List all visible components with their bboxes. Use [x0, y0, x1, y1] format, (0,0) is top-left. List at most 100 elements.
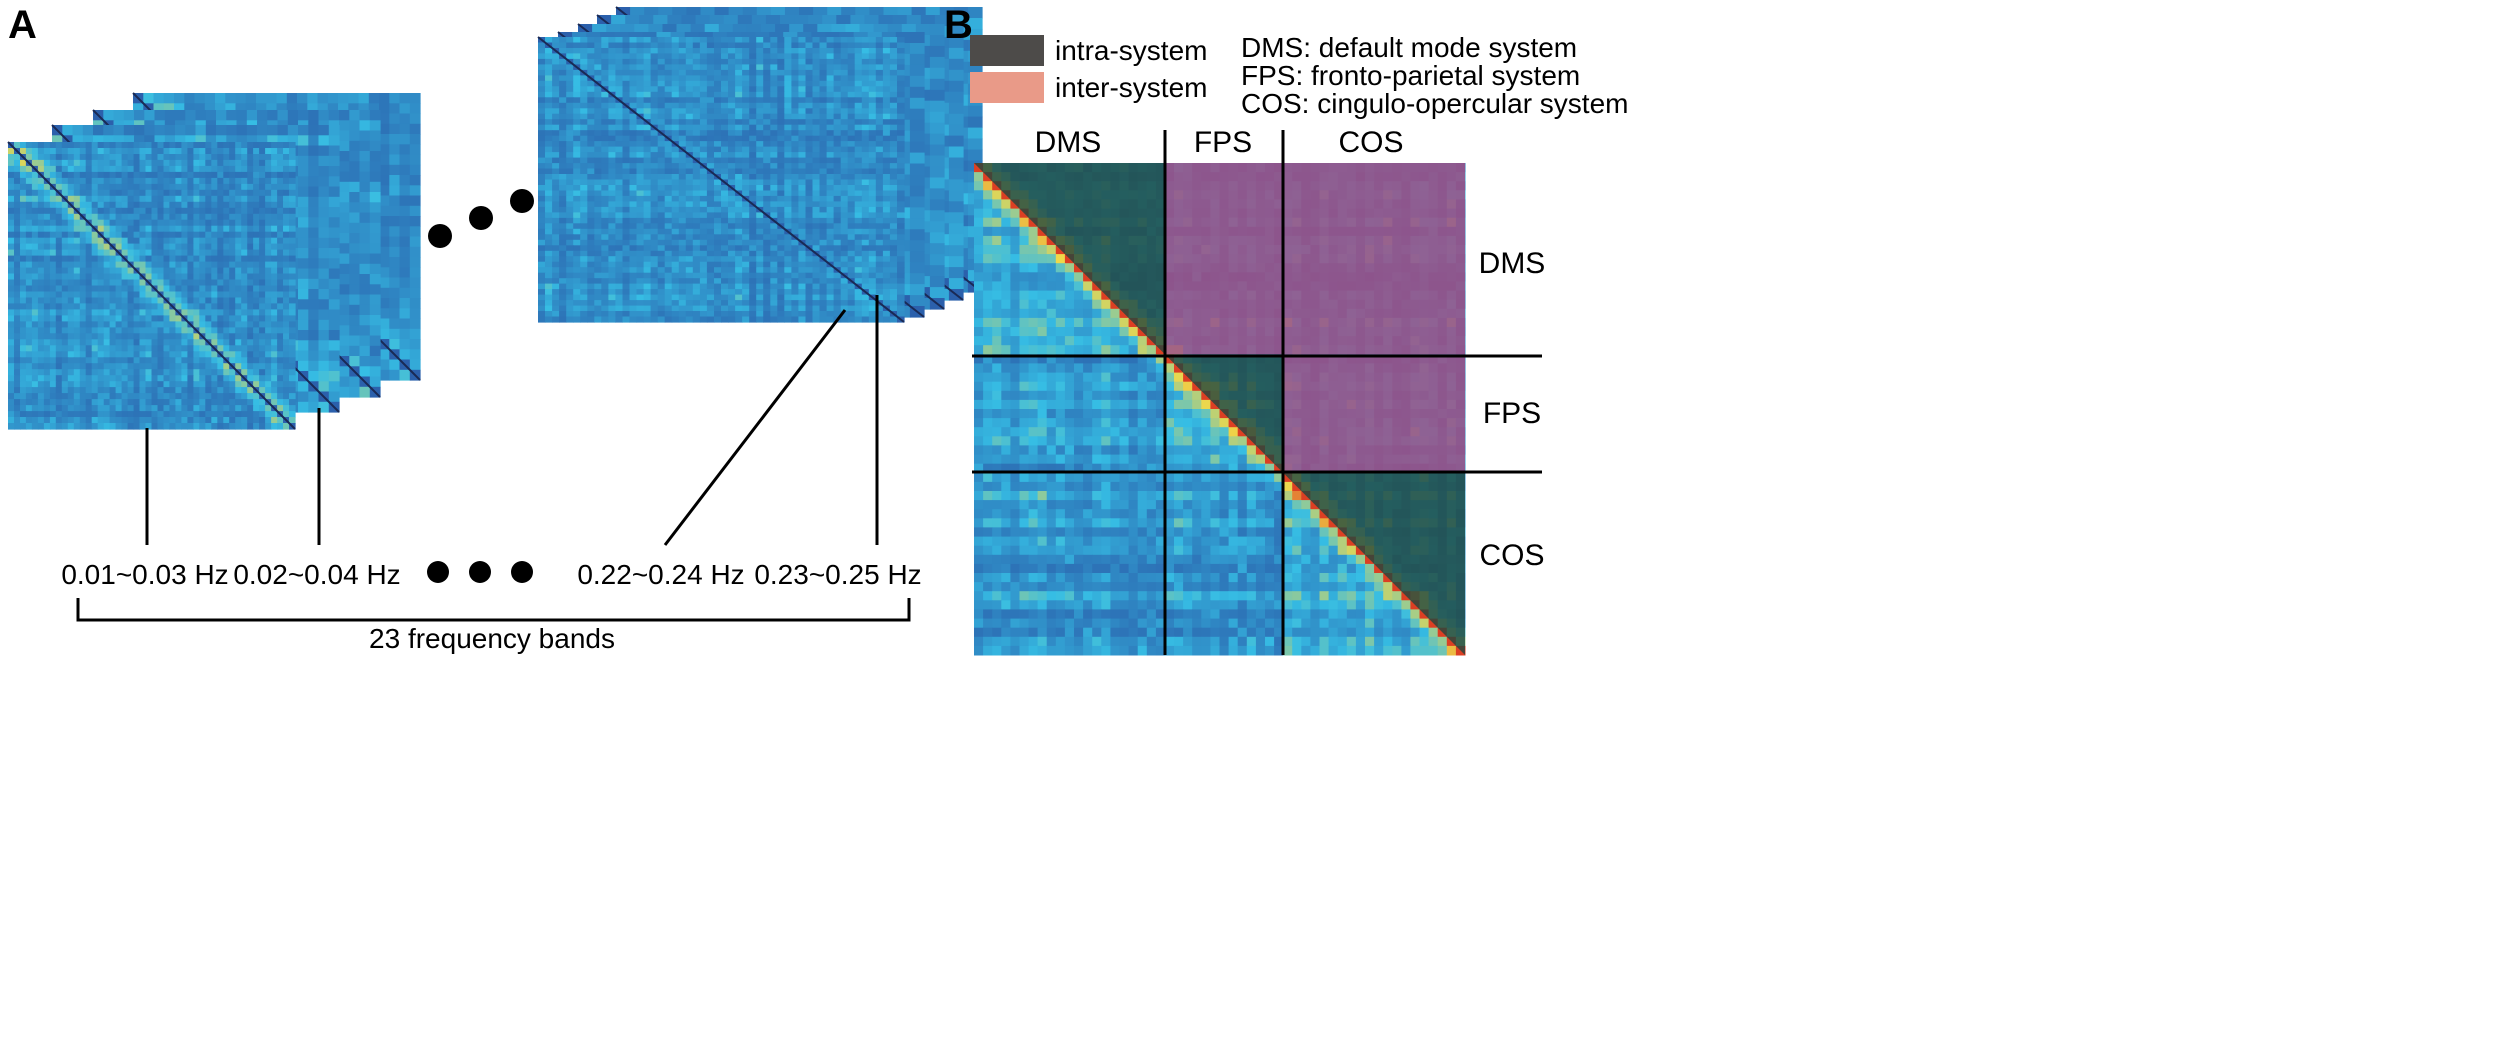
matrix-cell — [1019, 226, 1030, 237]
matrix-cell — [1174, 445, 1184, 455]
matrix-cell — [1164, 573, 1175, 583]
matrix-cell — [1274, 618, 1284, 629]
legend-label-intra: intra-system — [1055, 35, 1207, 66]
matrix-cell — [1028, 618, 1039, 629]
matrix-cell — [1055, 308, 1066, 319]
matrix-cell — [983, 399, 993, 410]
matrix-cell — [1374, 591, 1384, 601]
matrix-cell — [1183, 427, 1193, 437]
matrix-cell — [1046, 390, 1057, 401]
matrix-cell — [1383, 591, 1393, 601]
matrix-cell — [1001, 545, 1011, 556]
matrix-cell — [1037, 582, 1048, 592]
matrix-cell — [1092, 472, 1102, 483]
matrix-cell — [974, 354, 984, 364]
matrix-cell — [1437, 627, 1448, 638]
matrix-cell — [1201, 527, 1211, 537]
matrix-cell — [1137, 336, 1148, 346]
matrix-cell — [1319, 645, 1330, 656]
matrix-cell — [1183, 518, 1193, 528]
matrix-cell — [1001, 254, 1011, 264]
row-label-dms: DMS — [1479, 247, 1546, 280]
matrix-cell — [1046, 636, 1057, 647]
legend-swatch-inter — [970, 72, 1044, 103]
matrix-cell — [1255, 636, 1266, 647]
matrix-cell — [1346, 582, 1357, 592]
matrix-cell — [1155, 518, 1166, 528]
matrix-cell — [1037, 245, 1048, 255]
matrix-cell — [1228, 573, 1239, 583]
matrix-cell — [1265, 481, 1275, 492]
matrix-cell — [1274, 527, 1284, 537]
matrix-cell — [1174, 636, 1184, 647]
matrix-cell — [1392, 591, 1402, 601]
matrix-cell — [1055, 454, 1066, 465]
row-label-cos: COS — [1479, 539, 1544, 572]
matrix-cell — [1083, 345, 1093, 355]
matrix-cell — [1274, 636, 1284, 647]
matrix-cell — [1083, 363, 1093, 373]
matrix-cell — [1310, 618, 1320, 629]
matrix-cell — [1292, 573, 1302, 583]
matrix-cell — [1064, 418, 1075, 428]
matrix-cell — [1192, 491, 1202, 501]
matrix-cell — [992, 491, 1002, 501]
matrix-cell — [1137, 354, 1148, 364]
matrix-cell — [1283, 545, 1293, 556]
matrix-cell — [992, 536, 1002, 547]
matrix-cell — [1083, 336, 1093, 346]
matrix-cell — [1301, 500, 1311, 510]
matrix-cell — [1001, 226, 1011, 237]
matrix-cell — [1037, 409, 1048, 419]
matrix-cell — [1064, 390, 1075, 401]
matrix-cell — [1410, 627, 1420, 638]
matrix-cell — [1201, 491, 1211, 501]
matrix-cell — [1064, 563, 1075, 574]
matrix-cell — [992, 472, 1002, 483]
matrix-cell — [1101, 573, 1111, 583]
matrix-cell — [1355, 582, 1366, 592]
matrix-cell — [1155, 636, 1166, 647]
matrix-cell — [983, 254, 993, 264]
matrix-cell — [1137, 436, 1148, 446]
matrix-cell — [1210, 627, 1220, 638]
matrix-cell — [1119, 563, 1130, 574]
inter-system-overlay — [1283, 163, 1465, 355]
matrix-cell — [1037, 591, 1048, 601]
matrix-cell — [1001, 354, 1011, 364]
matrix-cell — [1210, 481, 1220, 492]
matrix-cell — [1201, 390, 1211, 401]
matrix-cell — [1346, 573, 1357, 583]
matrix-cell — [1237, 436, 1248, 446]
matrix-cell — [1101, 381, 1111, 392]
matrix-cell — [1137, 636, 1148, 647]
matrix-cell — [1028, 627, 1039, 638]
matrix-cell — [1265, 491, 1275, 501]
matrix-cell — [1037, 518, 1048, 528]
matrix-cell — [1128, 418, 1139, 428]
ellipsis-dot — [510, 189, 534, 213]
matrix-cell — [1028, 290, 1039, 301]
matrix-cell — [992, 226, 1002, 237]
matrix-cell — [1219, 582, 1230, 592]
matrix-cell — [1055, 254, 1066, 264]
matrix-cell — [974, 636, 984, 647]
matrix-cell — [1183, 627, 1193, 638]
matrix-cell — [1446, 636, 1457, 647]
matrix-cell — [1128, 518, 1139, 528]
matrix-cell — [1401, 609, 1411, 619]
matrix-cell — [1028, 545, 1039, 556]
matrix-cell — [1337, 563, 1348, 574]
matrix-cell — [1128, 618, 1139, 629]
matrix-cell — [1119, 327, 1130, 337]
matrix-cell — [1183, 563, 1193, 574]
matrix-cell — [1074, 409, 1084, 419]
matrix-cell — [1046, 582, 1057, 592]
matrix-cell — [1201, 463, 1211, 474]
matrix-cell — [1155, 381, 1166, 392]
matrix-cell — [1301, 554, 1311, 565]
matrix-cell — [1265, 582, 1275, 592]
matrix-cell — [983, 463, 993, 474]
matrix-cell — [1128, 554, 1139, 565]
matrix-cell — [1083, 627, 1093, 638]
